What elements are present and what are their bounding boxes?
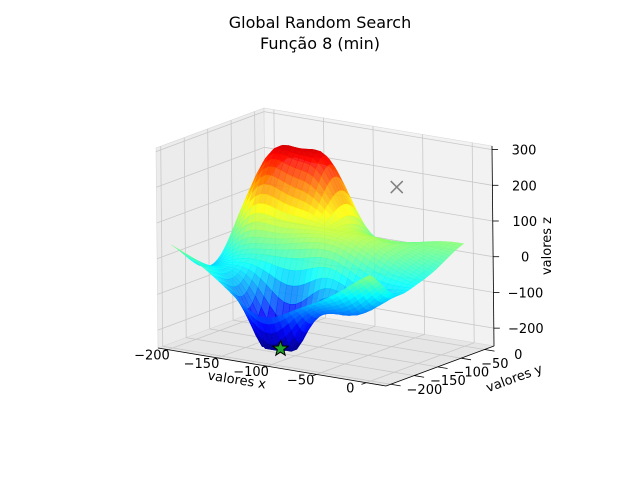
surface-patch	[363, 275, 374, 280]
minimum-star-marker	[271, 339, 290, 357]
y-tick	[437, 366, 448, 369]
z-tick-label: 200	[512, 179, 537, 194]
y-tick	[461, 357, 472, 361]
z-axis-label: valores z	[540, 217, 555, 275]
x-tick-label: 0	[346, 382, 354, 397]
z-tick-label: −100	[508, 286, 544, 301]
grid-x	[266, 126, 376, 367]
z-axis-line	[491, 145, 495, 347]
x-tick	[311, 374, 317, 377]
grid-y	[183, 137, 415, 376]
y-tick-label: 0	[514, 348, 522, 363]
grid-z	[156, 146, 493, 188]
x-tick-label: −150	[184, 357, 220, 372]
chart-subtitle: Função 8 (min)	[259, 34, 380, 53]
y-tick	[390, 383, 401, 387]
z-tick-label: −200	[508, 322, 544, 337]
x-axis-line	[157, 347, 387, 387]
y-tick	[484, 349, 495, 352]
chart-title-block: Global Random Search Função 8 (min)	[0, 12, 640, 54]
y-axis-line	[385, 345, 495, 387]
grid-x	[316, 134, 426, 375]
best-point-x-marker	[390, 180, 404, 194]
z-tick-label: 100	[512, 215, 537, 230]
z-tick-label: 0	[521, 251, 529, 266]
x-marker-stroke	[390, 180, 404, 194]
x-tick-label: −100	[233, 365, 269, 380]
grid-y	[160, 146, 391, 385]
grid-x	[366, 142, 475, 384]
grid-y	[207, 128, 438, 368]
x-tick	[361, 382, 367, 385]
y-tick-label: −50	[481, 357, 508, 372]
grid-z	[155, 111, 493, 152]
grid-y	[230, 120, 462, 359]
y-tick-label: −200	[407, 383, 443, 398]
x-tick	[212, 357, 218, 361]
x-tick-label: −200	[134, 349, 170, 364]
x-tick	[163, 349, 169, 352]
y-tick-label: −150	[430, 374, 466, 389]
x-tick-label: −50	[287, 373, 314, 388]
z-tick-label: 300	[512, 144, 537, 159]
chart-title: Global Random Search	[228, 13, 412, 32]
y-tick-label: −100	[453, 365, 489, 380]
y-tick	[414, 375, 425, 378]
x-tick	[262, 365, 268, 369]
